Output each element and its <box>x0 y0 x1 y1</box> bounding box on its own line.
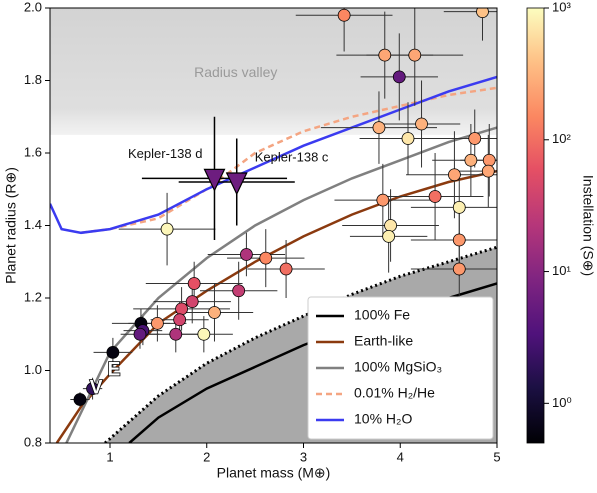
planet-point <box>160 222 174 236</box>
x-tick-label: 2 <box>203 449 210 464</box>
planet-point <box>73 393 87 406</box>
planet-point <box>240 248 253 261</box>
planet-point <box>452 262 466 276</box>
legend-label: 100% Fe <box>354 307 410 323</box>
solar-system-marker: V <box>90 378 103 399</box>
planet-point <box>175 302 188 316</box>
legend-label: 10% H₂O <box>354 411 412 427</box>
planet-point <box>106 345 120 359</box>
planet-point <box>482 153 496 167</box>
legend-box <box>307 296 494 440</box>
x-tick-label: 3 <box>300 449 307 464</box>
planet-point <box>372 121 386 135</box>
colorbar-label: Instellation (S⊕) <box>580 175 596 276</box>
planet-point <box>408 48 422 62</box>
y-tick-label: 1.8 <box>24 72 42 87</box>
planet-point <box>384 219 397 232</box>
planet-point <box>150 316 164 330</box>
planet-point <box>173 313 187 327</box>
planet-point <box>185 295 199 309</box>
colorbar-tick-label: 10² <box>552 131 571 146</box>
planet-point <box>208 306 221 319</box>
planet-point <box>279 262 293 276</box>
y-tick-label: 1.0 <box>24 362 42 377</box>
radius-valley-band <box>50 8 497 135</box>
overlay: Kepler-138 d Kepler-138 c 1 2 3 4 5 0.8 1.0 1.2 1.… <box>3 0 597 481</box>
kepler-label: Kepler-138 d <box>128 146 202 161</box>
planet-point <box>187 277 201 290</box>
legend-label: 0.01% H₂/He <box>354 385 435 401</box>
colorbar <box>526 7 545 444</box>
model-curve <box>65 126 497 443</box>
model-curve <box>104 245 497 443</box>
planet-point <box>86 382 99 396</box>
planet-point <box>337 8 351 22</box>
x-tick-label: 1 <box>106 449 113 464</box>
x-tick-label: 4 <box>397 449 404 464</box>
planet-point <box>232 284 246 298</box>
planet-point <box>169 327 183 341</box>
planet-point <box>428 190 442 203</box>
solar-system-marker: E <box>108 360 121 381</box>
planet-point <box>481 164 495 178</box>
planet-point <box>476 8 489 19</box>
model-curve <box>55 169 497 443</box>
y-tick-label: 0.8 <box>24 434 42 449</box>
planet-point <box>378 48 392 62</box>
colorbar-tick-label: 10¹ <box>552 263 571 278</box>
x-tick-label: 5 <box>493 449 500 464</box>
planet-point <box>448 168 461 182</box>
legend-label: 100% MgSiO₃ <box>354 359 442 375</box>
planet-point <box>468 132 482 145</box>
planet-point <box>392 70 406 84</box>
radius-valley-label: Radius valley <box>194 64 277 80</box>
planet-point <box>259 251 273 265</box>
planet-point <box>197 327 211 341</box>
y-tick-label: 1.2 <box>24 289 42 304</box>
kepler-label: Kepler-138 c <box>255 149 329 164</box>
planet-point <box>133 327 147 341</box>
planet-point <box>382 229 396 243</box>
y-axis-label: Planet radius (R⊕) <box>3 167 19 284</box>
colorbar-tick-label: 10⁰ <box>552 395 572 410</box>
y-tick-label: 2.0 <box>24 0 42 14</box>
planet-point <box>452 233 466 247</box>
kepler-marker <box>203 168 226 192</box>
planet-point <box>464 153 478 167</box>
x-axis-label: Planet mass (M⊕) <box>217 465 331 481</box>
y-tick-label: 1.6 <box>24 144 42 159</box>
planet-point <box>401 132 415 145</box>
colorbar-tick-label: 10³ <box>552 0 571 14</box>
legend-label: Earth-like <box>354 333 413 349</box>
y-tick-label: 1.4 <box>24 217 42 232</box>
kepler-marker <box>225 172 248 196</box>
planet-point <box>415 117 428 131</box>
planet-point <box>452 200 466 214</box>
planet-point <box>376 193 390 207</box>
